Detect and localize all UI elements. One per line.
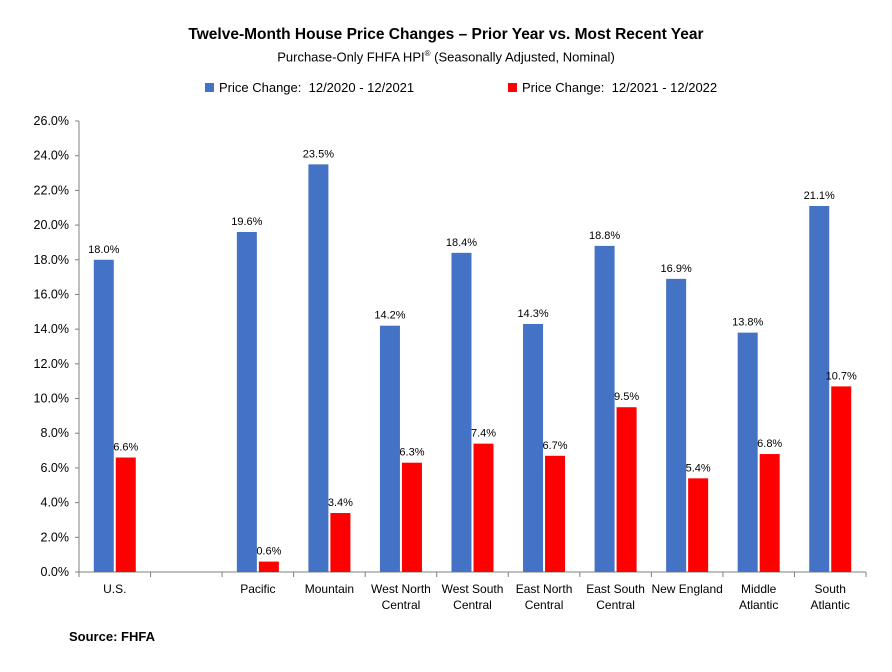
data-label: 13.8% (732, 317, 763, 329)
y-tick-label: 18.0% (34, 253, 69, 267)
data-label: 18.8% (589, 230, 620, 242)
x-tick-label: New England (651, 582, 722, 596)
y-tick-label: 22.0% (34, 183, 69, 197)
bar-recent-year (401, 462, 422, 572)
x-tick-label: Mountain (305, 582, 354, 596)
x-tick-label: East South (586, 582, 645, 596)
legend-swatch-recent-year (508, 83, 517, 92)
bar-prior-year (809, 205, 830, 572)
bar-recent-year (115, 457, 136, 572)
data-label: 18.4% (446, 237, 477, 249)
y-tick-label: 14.0% (34, 322, 69, 336)
y-tick-label: 20.0% (34, 218, 69, 232)
y-tick-label: 0.0% (41, 565, 70, 579)
chart-subtitle: Purchase-Only FHFA HPI® (Seasonally Adju… (0, 49, 892, 64)
subtitle-main: Purchase-Only FHFA HPI (277, 49, 425, 65)
data-label: 3.4% (328, 497, 353, 509)
bar-recent-year (545, 455, 566, 572)
legend-swatch-prior-year (205, 83, 214, 92)
data-label: 7.4% (471, 428, 496, 440)
source-note: Source: FHFA (69, 629, 155, 644)
bar-recent-year (473, 443, 494, 572)
y-tick-label: 12.0% (34, 357, 69, 371)
y-tick-label: 6.0% (41, 461, 70, 475)
legend-item-prior-year: Price Change: 12/2020 - 12/2021 (205, 80, 414, 95)
x-tick-label: Central (382, 598, 421, 612)
y-tick-label: 2.0% (41, 530, 70, 544)
y-tick-label: 24.0% (34, 149, 69, 163)
bar-recent-year (258, 561, 279, 572)
x-tick-label: Central (453, 598, 492, 612)
data-label: 19.6% (231, 216, 262, 228)
data-label: 0.6% (256, 546, 281, 558)
data-label: 23.5% (303, 148, 334, 160)
legend-item-recent-year: Price Change: 12/2021 - 12/2022 (508, 80, 717, 95)
data-label: 21.1% (804, 190, 835, 202)
data-label: 14.2% (374, 310, 405, 322)
data-label: 5.4% (686, 462, 711, 474)
x-tick-label: East North (516, 582, 573, 596)
legend-label-recent-year: Price Change: 12/2021 - 12/2022 (522, 80, 718, 95)
bar-prior-year (594, 245, 615, 572)
x-tick-label: West North (371, 582, 431, 596)
y-tick-label: 10.0% (34, 392, 69, 406)
y-tick-label: 16.0% (34, 287, 69, 301)
bar-prior-year (379, 325, 400, 572)
subtitle-tail: (Seasonally Adjusted, Nominal) (430, 49, 615, 65)
bar-prior-year (451, 252, 472, 573)
x-tick-label: U.S. (103, 582, 126, 596)
x-tick-label: Atlantic (811, 598, 850, 612)
data-label: 9.5% (614, 391, 639, 403)
subtitle-registered-mark: ® (424, 49, 431, 58)
x-tick-label: Pacific (240, 582, 275, 596)
y-tick-label: 26.0% (34, 114, 69, 128)
bar-recent-year (330, 513, 351, 572)
bar-prior-year (236, 232, 257, 572)
data-label: 14.3% (517, 308, 548, 320)
y-tick-label: 4.0% (41, 496, 70, 510)
chart-title: Twelve-Month House Price Changes – Prior… (188, 26, 704, 43)
data-label: 10.7% (826, 370, 857, 382)
legend-label-prior-year: Price Change: 12/2020 - 12/2021 (219, 80, 415, 95)
bar-recent-year (759, 454, 780, 572)
data-label: 16.9% (661, 263, 692, 275)
data-label: 6.3% (399, 447, 424, 459)
data-label: 6.8% (757, 438, 782, 450)
x-tick-label: Middle (741, 582, 777, 596)
bar-prior-year (308, 164, 329, 572)
data-label: 6.6% (113, 442, 138, 454)
bar-recent-year (831, 386, 852, 572)
x-tick-label: West South (442, 582, 504, 596)
bar-prior-year (666, 278, 687, 572)
bar-prior-year (523, 323, 544, 572)
x-tick-label: Atlantic (739, 598, 778, 612)
x-tick-label: Central (596, 598, 635, 612)
chart-legend: Price Change: 12/2020 - 12/2021 Price Ch… (0, 80, 892, 100)
x-tick-label: South (815, 582, 846, 596)
bar-recent-year (688, 478, 709, 572)
data-label: 18.0% (88, 244, 119, 256)
y-tick-label: 8.0% (41, 426, 70, 440)
bar-prior-year (737, 332, 758, 572)
bar-recent-year (616, 407, 637, 572)
data-label: 6.7% (543, 440, 568, 452)
bar-prior-year (93, 259, 114, 572)
x-tick-label: Central (525, 598, 564, 612)
